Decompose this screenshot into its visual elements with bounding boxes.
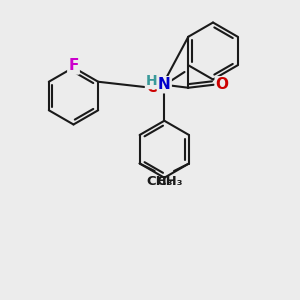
Text: O: O bbox=[146, 80, 160, 94]
Text: CH₃: CH₃ bbox=[146, 175, 172, 188]
Text: H: H bbox=[146, 74, 158, 88]
Text: N: N bbox=[158, 77, 171, 92]
Text: F: F bbox=[68, 58, 79, 74]
Text: CH₃: CH₃ bbox=[156, 175, 183, 188]
Text: O: O bbox=[216, 77, 229, 92]
